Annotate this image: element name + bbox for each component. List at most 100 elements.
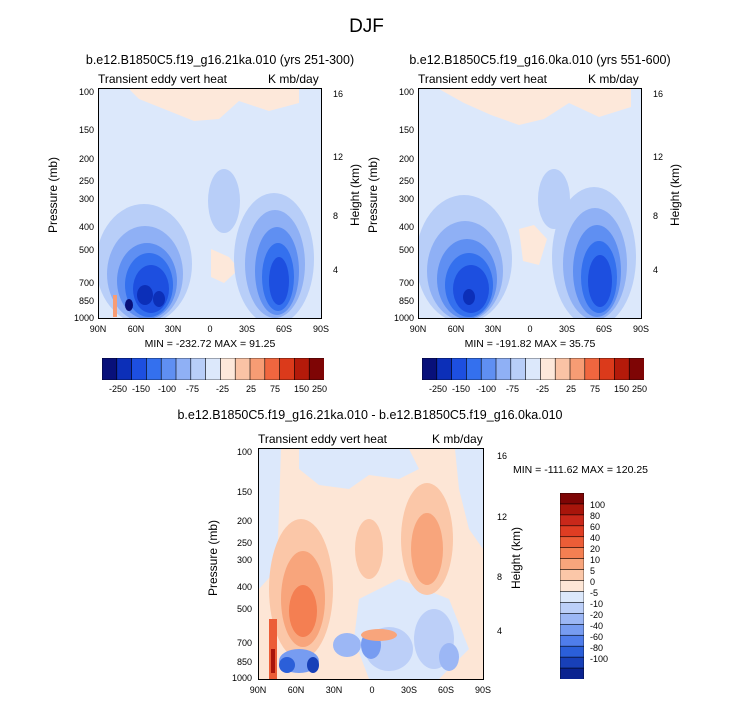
- colorbar-swatch: [560, 558, 584, 571]
- panel-title: b.e12.B1850C5.f19_g16.21ka.010 (yrs 251-…: [85, 53, 355, 67]
- colorbar-swatch: [628, 358, 644, 380]
- colorbar-label: -80: [590, 643, 604, 653]
- colorbar-label: -150: [452, 384, 471, 394]
- x-tick-label: 60S: [437, 685, 454, 695]
- x-tick-label: 90S: [312, 324, 329, 334]
- y-axis-label: Pressure (mb): [366, 157, 380, 234]
- colorbar-swatch: [560, 602, 584, 614]
- colorbar-label: -250: [429, 384, 448, 394]
- colorbar: [422, 358, 644, 380]
- colorbar-swatch: [510, 358, 527, 380]
- colorbar-swatch: [294, 358, 310, 380]
- colorbar-swatch: [160, 358, 177, 380]
- x-tick-label: 30S: [238, 324, 255, 334]
- right-tick-label: 12: [497, 512, 508, 522]
- right-tick-label: 8: [333, 211, 339, 221]
- colorbar-label: 25: [246, 384, 257, 394]
- y-tick-label: 1000: [73, 313, 94, 323]
- colorbar-label: 150: [294, 384, 310, 394]
- x-tick-label: 60N: [287, 685, 305, 695]
- colorbar-swatch: [436, 358, 453, 380]
- right-tick-label: 16: [333, 89, 344, 99]
- colorbar-swatch: [560, 613, 584, 625]
- x-tick-label: 90S: [632, 324, 649, 334]
- contour-field: [419, 89, 641, 318]
- right-tick-label: 12: [333, 152, 344, 162]
- colorbar-label: 75: [270, 384, 281, 394]
- colorbar-swatch: [525, 358, 541, 380]
- colorbar-swatch: [220, 358, 236, 380]
- y-tick-label: 850: [78, 296, 94, 306]
- colorbar-swatch: [190, 358, 207, 380]
- colorbar-label: 10: [590, 555, 601, 565]
- x-tick-label: 30S: [400, 685, 417, 695]
- y-tick-label: 300: [398, 194, 414, 204]
- panel-subtitle-right: K mb/day: [432, 432, 483, 446]
- colorbar-label: -250: [109, 384, 128, 394]
- colorbar-label: 80: [590, 511, 601, 521]
- colorbar-swatch: [560, 525, 584, 538]
- colorbar-label: -10: [590, 599, 604, 609]
- colorbar-swatch: [560, 580, 584, 593]
- right-tick-label: 8: [497, 572, 503, 582]
- y-axis-label-right: Height (km): [509, 527, 523, 590]
- colorbar-swatch: [451, 358, 468, 380]
- y-tick-label: 500: [78, 245, 94, 255]
- colorbar-swatch: [614, 358, 630, 380]
- contour-plot: [258, 448, 484, 680]
- y-tick-label: 100: [236, 447, 252, 457]
- colorbar-label: -100: [158, 384, 177, 394]
- colorbar-label: 5: [590, 566, 596, 576]
- min-max-stats: MIN = -191.82 MAX = 35.75: [464, 338, 596, 350]
- y-tick-label: 200: [236, 516, 252, 526]
- x-tick-label: 0: [527, 324, 533, 334]
- y-tick-label: 150: [398, 125, 414, 135]
- colorbar-swatch: [116, 358, 133, 380]
- panel-subtitle-left: Transient eddy vert heat: [98, 72, 227, 86]
- colorbar-swatch: [249, 358, 266, 380]
- y-tick-label: 100: [78, 87, 94, 97]
- x-tick-label: 30N: [164, 324, 182, 334]
- colorbar-label: -60: [590, 632, 604, 642]
- colorbar-swatch: [560, 634, 584, 647]
- x-tick-label: 90N: [409, 324, 427, 334]
- colorbar-swatch: [560, 493, 584, 505]
- panel-subtitle-left: Transient eddy vert heat: [418, 72, 547, 86]
- colorbar-swatch: [540, 358, 556, 380]
- colorbar-swatch: [466, 358, 482, 380]
- colorbar-swatch: [279, 358, 296, 380]
- contour-field: [99, 89, 321, 318]
- x-tick-label: 30N: [325, 685, 343, 695]
- y-tick-label: 1000: [231, 673, 252, 683]
- colorbar-swatch: [560, 547, 584, 560]
- colorbar-label: -5: [590, 588, 599, 598]
- colorbar-swatch: [560, 645, 584, 658]
- colorbar-swatch: [264, 358, 281, 380]
- right-tick-label: 4: [653, 265, 659, 275]
- colorbar-swatch: [560, 514, 584, 527]
- colorbar-label: -40: [590, 621, 604, 631]
- colorbar-label: 250: [632, 384, 648, 394]
- y-tick-label: 850: [236, 657, 252, 667]
- x-tick-label: 0: [369, 685, 375, 695]
- y-tick-label: 700: [78, 278, 94, 288]
- colorbar-labels: 100 80 60 40 20 10 5 0 -5 -10 -20 -40 -6…: [590, 493, 630, 679]
- y-tick-label: 250: [398, 176, 414, 186]
- panel-title: b.e12.B1850C5.f19_g16.0ka.010 (yrs 551-6…: [409, 53, 671, 67]
- y-tick-label: 200: [398, 154, 414, 164]
- panel-subtitle-right: K mb/day: [268, 72, 319, 86]
- x-tick-label: 60S: [275, 324, 292, 334]
- colorbar-labels: -250 -150 -100 -75 -25 25 75 150 250: [422, 384, 648, 396]
- colorbar-label: 0: [590, 577, 596, 587]
- y-tick-label: 1000: [393, 313, 414, 323]
- colorbar-swatch: [102, 358, 118, 380]
- colorbar-swatch: [205, 358, 221, 380]
- x-tick-label: 90S: [474, 685, 491, 695]
- y-tick-label: 500: [236, 604, 252, 614]
- panel-subtitle-right: K mb/day: [588, 72, 639, 86]
- x-tick-label: 90N: [89, 324, 107, 334]
- y-tick-label: 850: [398, 296, 414, 306]
- y-tick-label: 100: [398, 87, 414, 97]
- colorbar-label: 20: [590, 544, 601, 554]
- colorbar-label: 40: [590, 533, 601, 543]
